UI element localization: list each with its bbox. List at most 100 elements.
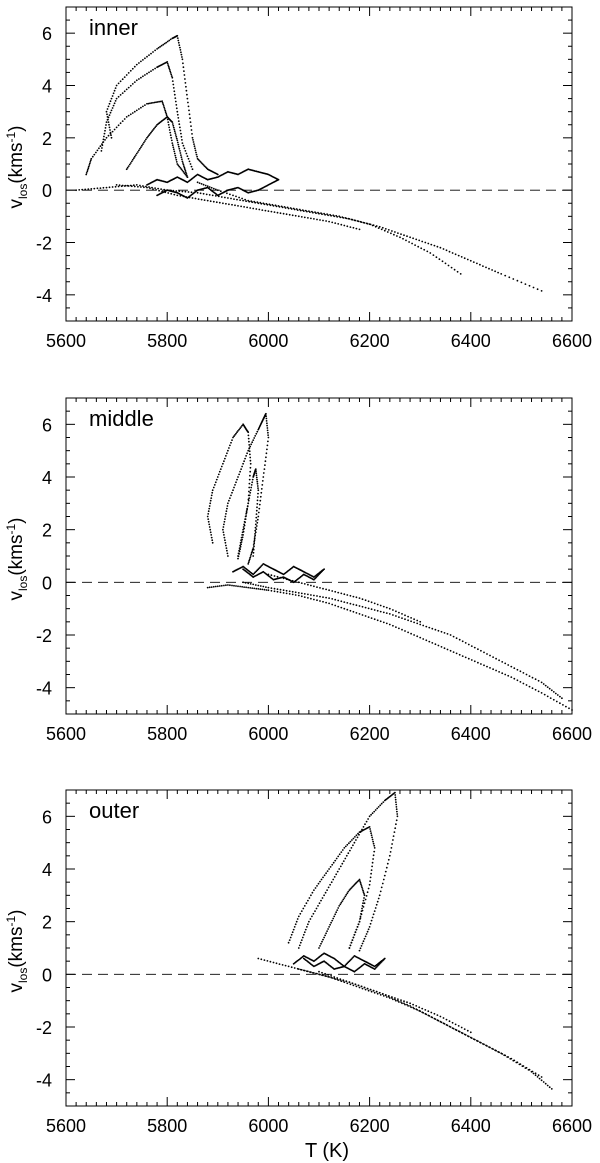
data-point: [184, 190, 187, 193]
data-point: [369, 876, 372, 879]
data-point: [212, 585, 215, 588]
data-point: [255, 528, 258, 530]
x-tick-label: 5600: [46, 331, 86, 351]
data-point: [388, 607, 391, 610]
data-point: [359, 880, 361, 882]
data-point: [326, 870, 329, 872]
data-point: [253, 536, 256, 538]
data-point: [525, 673, 528, 676]
data-point: [361, 886, 363, 889]
data-point: [245, 586, 248, 589]
data-point: [313, 218, 315, 220]
data-point: [133, 155, 136, 158]
data-point: [367, 600, 370, 603]
data-point: [411, 242, 413, 245]
data-point: [398, 616, 400, 618]
data-point: [210, 497, 213, 499]
data-point: [370, 813, 372, 816]
data-point: [183, 74, 186, 76]
data-point: [226, 192, 228, 195]
data-point: [334, 978, 337, 980]
data-point: [427, 242, 430, 245]
data-point: [186, 155, 189, 158]
data-point: [248, 447, 251, 449]
data-point: [340, 223, 343, 226]
plot-frame: [65, 397, 573, 715]
y-tick-label: 6: [42, 24, 52, 44]
x-tick-label: 6600: [552, 331, 592, 351]
data-point: [251, 550, 254, 553]
data-point: [412, 237, 414, 240]
data-point: [349, 602, 352, 605]
data-point: [254, 533, 256, 535]
data-point: [497, 271, 499, 274]
data-point: [222, 202, 224, 205]
data-point: [137, 151, 139, 153]
data-point: [243, 206, 246, 208]
data-point: [385, 866, 388, 869]
data-point: [224, 196, 226, 199]
data-point: [325, 975, 327, 978]
data-point: [549, 697, 552, 699]
data-point: [436, 1014, 439, 1016]
data-point: [378, 225, 381, 228]
data-point: [267, 434, 269, 436]
data-point: [263, 588, 266, 591]
data-point: [537, 1074, 540, 1077]
data-point: [233, 435, 235, 438]
data-point: [368, 815, 371, 818]
data-point: [175, 190, 178, 192]
x-tick-label: 6200: [350, 1116, 390, 1136]
data-point: [243, 586, 246, 588]
data-point: [180, 132, 182, 135]
data-point: [512, 278, 515, 280]
data-point: [437, 1019, 440, 1022]
data-point: [370, 834, 373, 837]
data-point: [327, 928, 329, 930]
data-point: [394, 796, 397, 799]
data-point: [252, 547, 255, 549]
data-point: [319, 587, 321, 589]
data-point: [191, 136, 194, 139]
data-point: [357, 832, 359, 835]
data-point: [361, 907, 363, 910]
data-point: [163, 106, 166, 109]
data-point: [213, 484, 216, 486]
data-point: [286, 206, 289, 209]
data-point: [210, 586, 213, 588]
data-point: [314, 577, 316, 580]
data-point: [254, 526, 257, 529]
y-tick-label: 2: [42, 521, 52, 541]
data-point: [261, 480, 264, 482]
data-point: [257, 492, 259, 495]
data-point: [346, 225, 349, 228]
data-point: [237, 585, 239, 588]
data-point: [227, 584, 229, 586]
data-point: [265, 589, 268, 591]
data-point: [331, 919, 334, 922]
data-point: [324, 934, 326, 937]
data-point: [124, 184, 127, 187]
data-point: [192, 141, 195, 143]
data-point: [382, 621, 385, 624]
data-point: [282, 592, 285, 594]
data-point: [331, 603, 334, 606]
data-point: [271, 203, 274, 206]
data-point: [407, 1005, 409, 1007]
data-point: [393, 831, 396, 833]
data-point: [234, 204, 236, 207]
data-point: [376, 609, 379, 612]
data-point: [167, 192, 170, 194]
data-point: [209, 502, 212, 505]
data-point: [460, 256, 463, 258]
y-tick-label: -4: [36, 1071, 52, 1091]
data-point: [345, 893, 348, 896]
data-point: [340, 901, 343, 904]
data-point: [483, 1043, 485, 1046]
data-point: [473, 1038, 476, 1041]
data-point: [409, 1002, 411, 1005]
data-point: [235, 432, 237, 435]
data-point: [392, 998, 394, 1001]
data-point: [454, 1023, 457, 1026]
data-point: [125, 74, 128, 76]
